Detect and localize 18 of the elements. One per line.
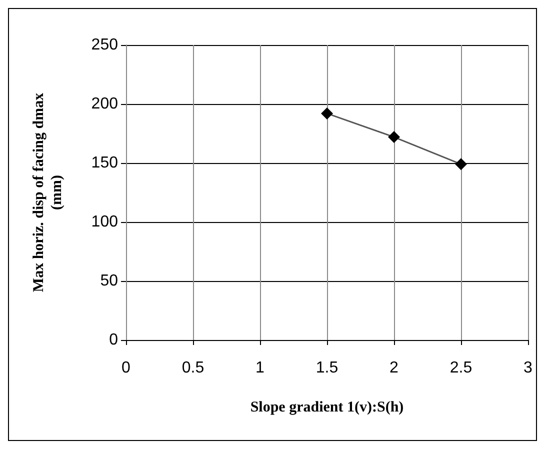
x-tick-label: 0.5 [182, 360, 204, 376]
y-tick-label: 0 [109, 332, 118, 348]
y-axis-title: Max horiz. disp of facing dmax (mm) [31, 92, 65, 292]
y-tick-label: 150 [91, 154, 118, 172]
y-tick-label: 250 [91, 36, 118, 54]
x-tick-label: 3 [524, 360, 533, 376]
y-tick-label: 50 [100, 272, 118, 290]
point [388, 131, 400, 144]
y-tick-label: 100 [91, 214, 118, 230]
x-tick-label: 1 [256, 360, 265, 376]
y-tick-label: 200 [91, 96, 118, 112]
x-tick-label: 1.5 [316, 360, 338, 376]
x-axis-title: Slope gradient 1(v):S(h) [250, 400, 404, 416]
x-tick-label: 2.5 [450, 360, 472, 376]
point [455, 158, 467, 170]
point [321, 107, 333, 120]
x-tick-label: 2 [390, 360, 399, 376]
x-tick-label: 0 [122, 360, 131, 376]
